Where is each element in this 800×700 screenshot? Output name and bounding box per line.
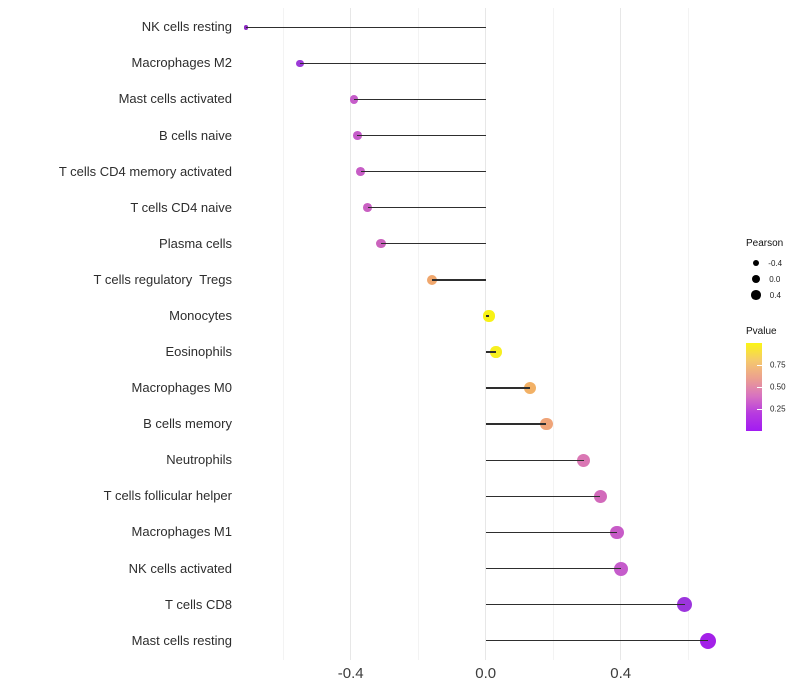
lollipop-stem (381, 243, 486, 245)
row-label: Macrophages M0 (131, 380, 232, 396)
row-label: Macrophages M2 (131, 55, 232, 71)
row-label: Mast cells resting (131, 632, 232, 648)
pvalue-legend-title: Pvalue (746, 326, 777, 337)
row-label: B cells naive (159, 127, 232, 143)
pearson-legend-dot (752, 259, 760, 267)
row-label: T cells regulatory Tregs (93, 271, 232, 287)
pvalue-tick-mark (757, 365, 762, 366)
lollipop-stem (485, 531, 618, 534)
lollipop-stem (300, 62, 486, 65)
row-label: Neutrophils (166, 452, 232, 468)
pearson-legend-entries: -0.4 0.0 0.4 (746, 255, 783, 303)
gridline-minor (282, 8, 284, 660)
lollipop-stem (485, 459, 584, 461)
row-label: NK cells activated (128, 560, 232, 576)
pearson-legend-dot (751, 274, 761, 284)
data-point-dot (593, 489, 608, 503)
data-point-dot (613, 561, 628, 576)
pearson-legend-entry: 0.4 (746, 287, 783, 303)
data-point-dot (540, 417, 553, 431)
row-label: Monocytes (169, 307, 232, 323)
pearson-legend-dot (751, 290, 761, 300)
data-point-dot (577, 453, 591, 467)
gridline-major (350, 8, 352, 660)
row-label: T cells CD4 memory activated (58, 163, 232, 179)
data-point-dot (700, 632, 717, 649)
pearson-legend-entry: -0.4 (746, 255, 783, 271)
row-label: Mast cells activated (118, 91, 232, 107)
x-axis-tick-label: -0.4 (337, 665, 364, 682)
lollipop-stem (485, 423, 547, 425)
row-label: B cells memory (143, 416, 232, 432)
pvalue-gradient-wrap: 0.75 0.50 0.25 (746, 343, 786, 431)
gridline-major (485, 8, 487, 660)
row-label: T cells CD8 (165, 596, 232, 612)
pvalue-color-legend: Pvalue 0.75 0.50 0.25 (746, 326, 786, 431)
row-label: Macrophages M1 (131, 524, 232, 540)
gridline-minor (417, 8, 419, 660)
row-label: T cells CD4 naive (130, 199, 232, 215)
data-point-dot (610, 525, 625, 540)
pvalue-tick-label: 0.50 (770, 382, 786, 392)
data-point-dot (677, 596, 693, 613)
pvalue-tick-label: 0.75 (770, 360, 786, 370)
lollipop-stem (431, 279, 486, 281)
data-point-dot (523, 382, 536, 395)
pearson-size-legend: Pearson -0.4 0.0 0.4 (746, 238, 783, 303)
lollipop-stem (485, 603, 685, 606)
x-axis-tick-label: 0.0 (475, 665, 497, 682)
data-point-dot (483, 310, 495, 322)
data-point-dot (490, 346, 502, 358)
pearson-legend-label: 0.4 (769, 290, 781, 300)
pearson-legend-label: -0.4 (768, 258, 783, 268)
lollipop-stem (485, 567, 621, 570)
lollipop-stem (485, 495, 601, 498)
pvalue-tick-mark (757, 387, 762, 388)
lollipop-stem (246, 26, 486, 28)
row-label: NK cells resting (141, 19, 232, 35)
lollipop-stem (485, 315, 490, 317)
lollipop-stem (485, 639, 709, 642)
row-label: Eosinophils (165, 344, 233, 360)
lollipop-stem (360, 170, 486, 173)
lollipop-stem (485, 351, 496, 353)
row-label: T cells follicular helper (103, 488, 232, 504)
pvalue-tick-label: 0.25 (770, 404, 786, 414)
gridline-minor (552, 8, 554, 660)
pvalue-tick-mark (757, 409, 762, 410)
lollipop-stem (354, 98, 486, 101)
lollipop-stem (367, 207, 486, 209)
lollipop-stem (485, 387, 530, 389)
x-axis-tick-label: 0.4 (610, 665, 632, 682)
gridline-major (620, 8, 622, 660)
gridline-minor (687, 8, 689, 660)
pearson-legend-label: 0.0 (769, 274, 781, 284)
row-label: Plasma cells (159, 235, 232, 251)
pearson-legend-entry: 0.0 (746, 271, 783, 287)
lollipop-stem (357, 134, 486, 137)
pearson-legend-title: Pearson (746, 238, 784, 249)
